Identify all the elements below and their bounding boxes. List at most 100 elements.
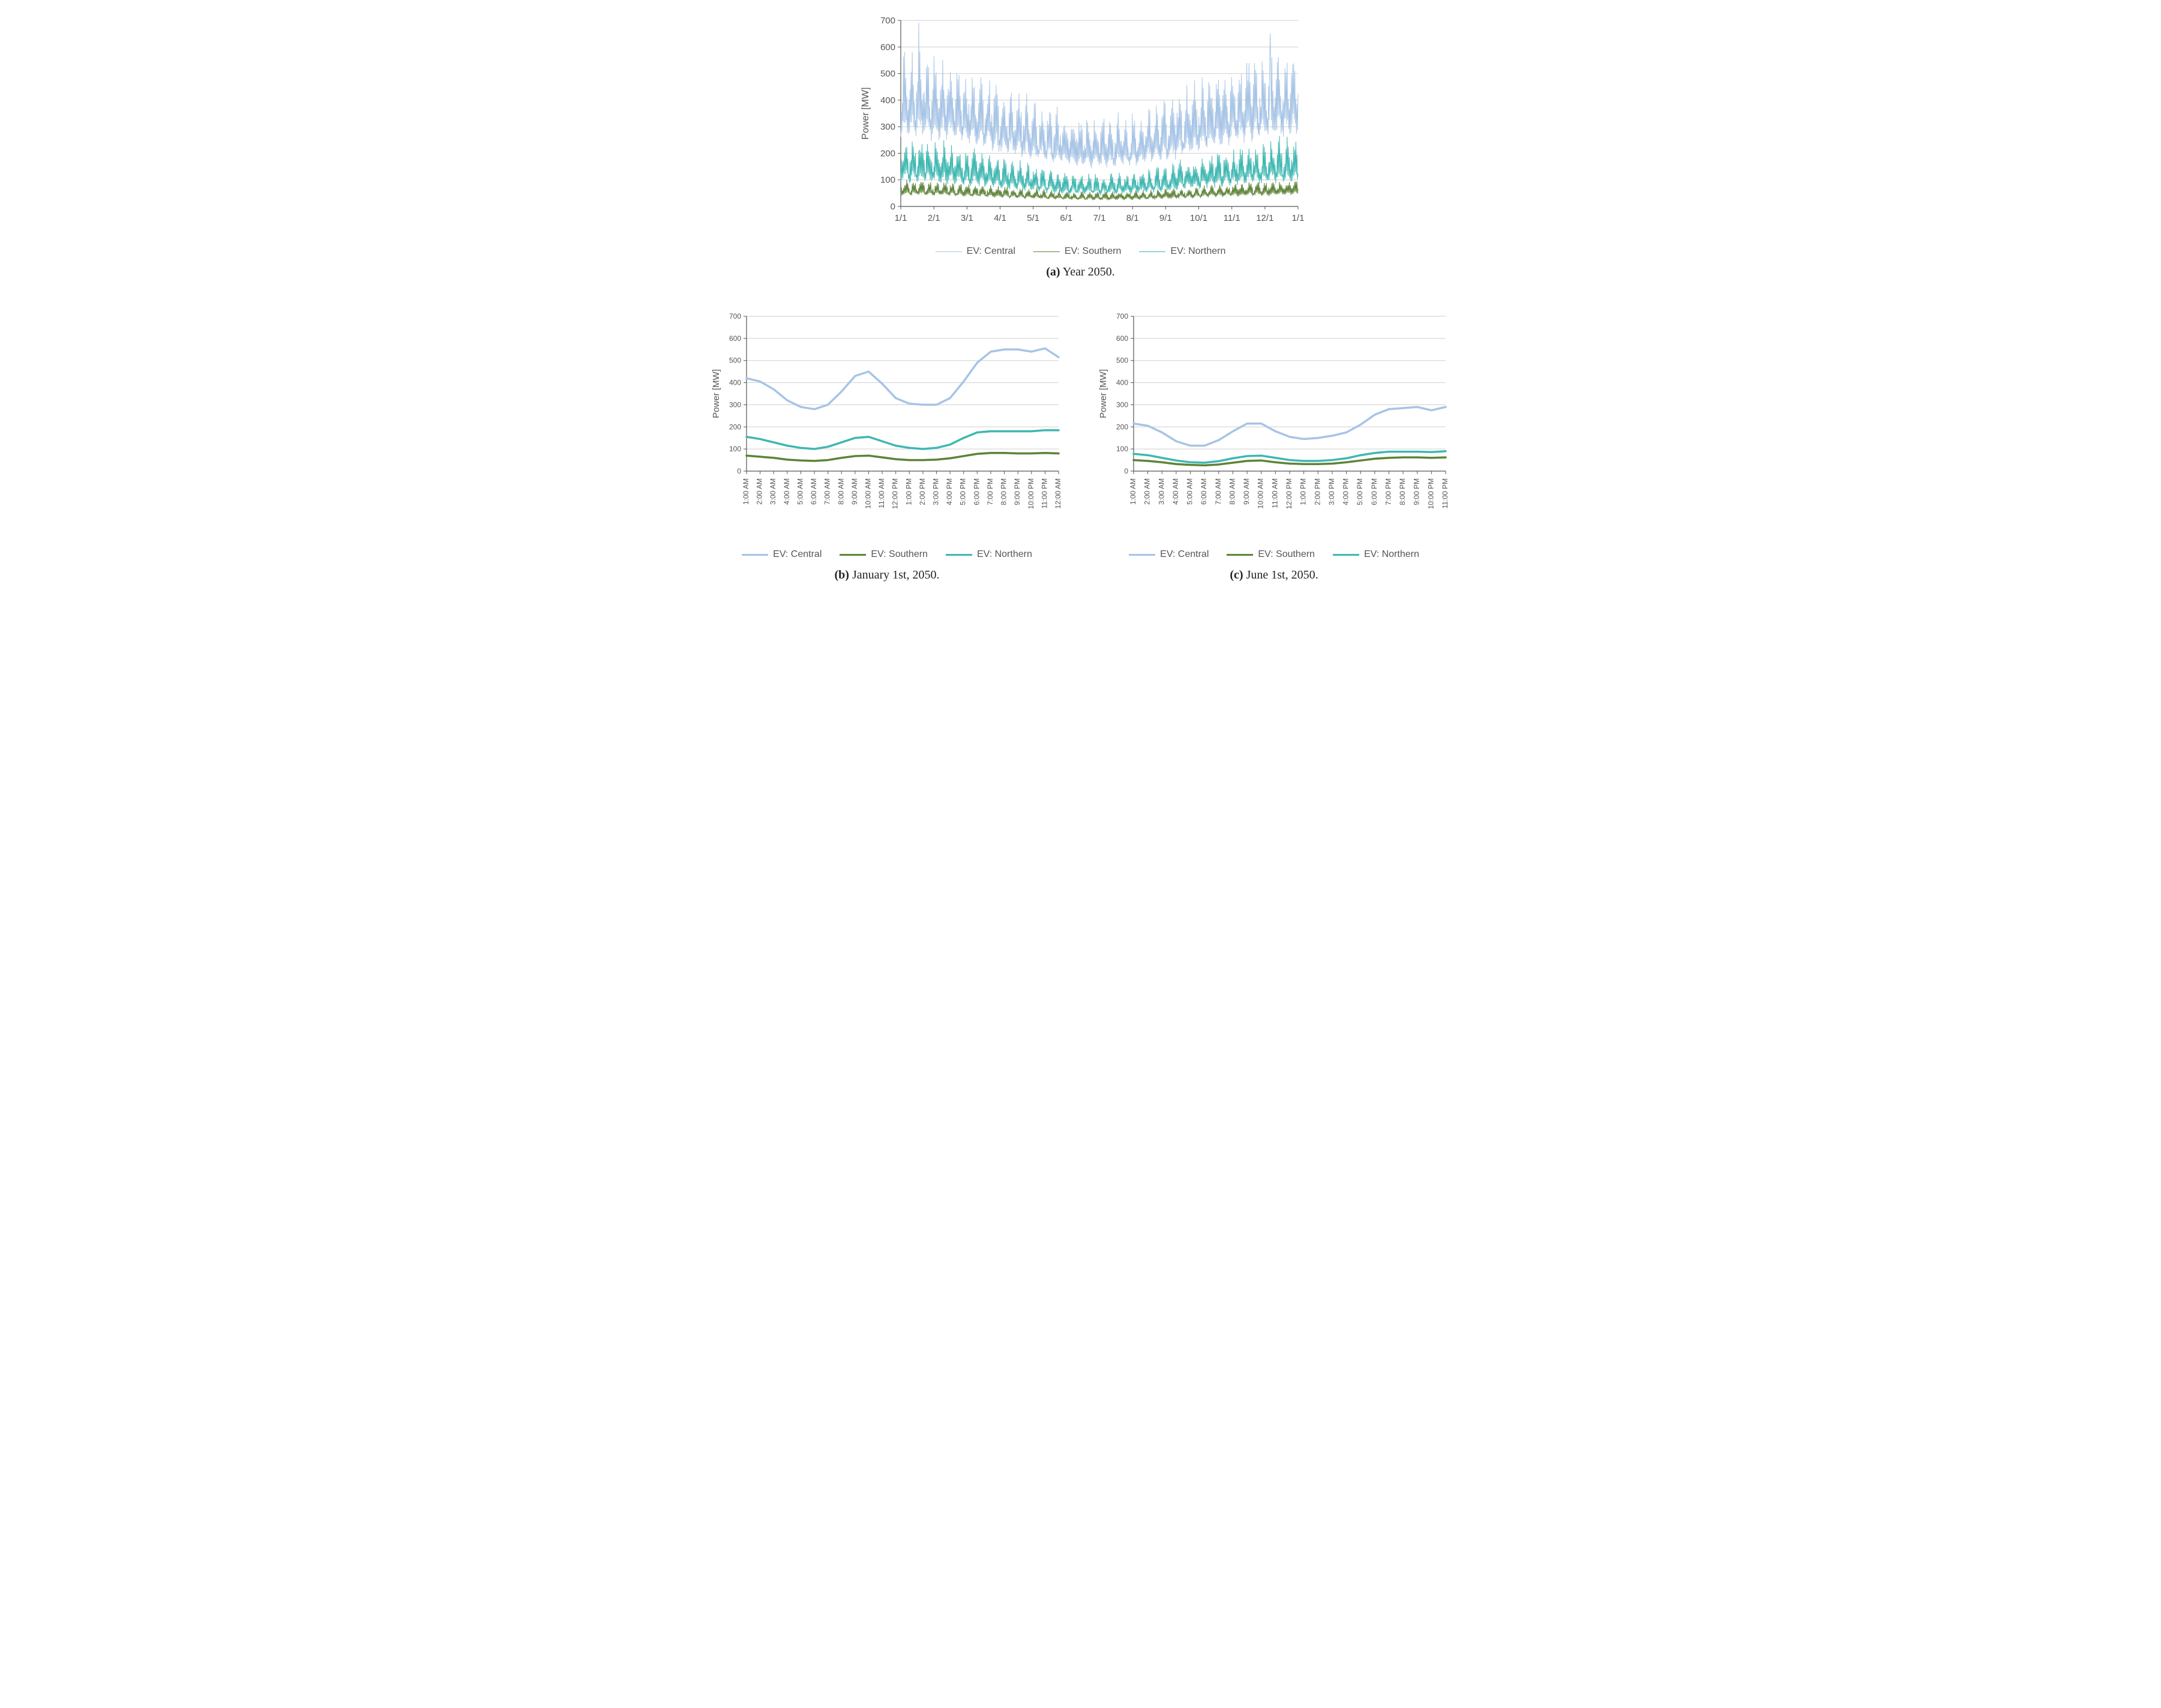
svg-text:1:00 AM: 1:00 AM (1129, 478, 1137, 505)
svg-text:600: 600 (880, 42, 895, 52)
legend-swatch-northern (1139, 251, 1165, 252)
row-bottom: 01002003004005006007001:00 AM2:00 AM3:00… (706, 309, 1456, 582)
svg-text:700: 700 (729, 312, 741, 320)
legend-item-northern: EV: Northern (1139, 246, 1225, 257)
caption-b: (b) January 1st, 2050. (706, 568, 1069, 582)
svg-text:6:00 PM: 6:00 PM (1370, 478, 1378, 505)
svg-text:12:00 PM: 12:00 PM (891, 478, 900, 509)
legend-swatch-central (936, 251, 962, 252)
legend-swatch-northern (1333, 554, 1359, 556)
svg-text:Power [MW]: Power [MW] (861, 87, 871, 139)
svg-text:1/1: 1/1 (1291, 213, 1304, 223)
svg-text:11:00 AM: 11:00 AM (1270, 478, 1279, 508)
caption-c-label: (c) (1230, 568, 1243, 582)
chart-c-panel: 01002003004005006007001:00 AM2:00 AM3:00… (1093, 309, 1456, 582)
svg-text:10:00 AM: 10:00 AM (1257, 478, 1265, 509)
svg-text:10:00 PM: 10:00 PM (1027, 478, 1035, 509)
svg-text:5/1: 5/1 (1027, 213, 1039, 223)
legend-item-southern: EV: Southern (1033, 246, 1122, 257)
legend-swatch-southern (840, 554, 866, 556)
svg-text:10:00 AM: 10:00 AM (864, 478, 872, 509)
svg-text:12:00 PM: 12:00 PM (1285, 478, 1293, 509)
legend-item-southern: EV: Southern (1227, 549, 1315, 560)
svg-text:7:00 AM: 7:00 AM (1214, 478, 1222, 505)
svg-text:200: 200 (880, 148, 895, 158)
legend-swatch-southern (1033, 251, 1060, 252)
legend-item-central: EV: Central (1129, 549, 1209, 560)
svg-text:12:00 AM: 12:00 AM (1054, 478, 1062, 509)
caption-c: (c) June 1st, 2050. (1093, 568, 1456, 582)
svg-text:1:00 AM: 1:00 AM (742, 478, 750, 505)
svg-text:8:00 AM: 8:00 AM (837, 478, 845, 505)
figure-wrap: 01002003004005006007001/12/13/14/15/16/1… (706, 12, 1456, 582)
svg-text:4:00 PM: 4:00 PM (945, 478, 954, 505)
caption-a-label: (a) (1046, 265, 1060, 278)
svg-text:9:00 PM: 9:00 PM (1013, 478, 1021, 505)
svg-text:5:00 PM: 5:00 PM (959, 478, 967, 505)
chart-b-legend: EV: Central EV: Southern EV: Northern (706, 549, 1069, 560)
svg-text:7/1: 7/1 (1093, 213, 1105, 223)
svg-text:100: 100 (880, 175, 895, 185)
legend-item-central: EV: Central (742, 549, 822, 560)
legend-label-southern: EV: Southern (871, 549, 928, 560)
svg-text:500: 500 (729, 356, 741, 365)
svg-text:500: 500 (880, 69, 895, 79)
svg-text:Power [MW]: Power [MW] (711, 369, 721, 418)
legend-item-northern: EV: Northern (1333, 549, 1419, 560)
svg-text:700: 700 (880, 16, 895, 26)
chart-a-svg: 01002003004005006007001/12/13/14/15/16/1… (853, 12, 1309, 234)
svg-text:600: 600 (1116, 334, 1128, 343)
legend-label-central: EV: Central (967, 246, 1015, 257)
svg-text:12/1: 12/1 (1256, 213, 1273, 223)
legend-swatch-southern (1227, 554, 1253, 556)
svg-text:8/1: 8/1 (1126, 213, 1138, 223)
svg-text:7:00 PM: 7:00 PM (1384, 478, 1392, 505)
svg-text:7:00 PM: 7:00 PM (986, 478, 994, 505)
svg-text:8:00 AM: 8:00 AM (1228, 478, 1236, 505)
svg-text:2:00 AM: 2:00 AM (1143, 478, 1152, 505)
svg-text:2/1: 2/1 (927, 213, 940, 223)
svg-text:100: 100 (1116, 445, 1128, 453)
legend-swatch-central (1129, 554, 1155, 556)
svg-text:300: 300 (880, 122, 895, 132)
svg-text:8:00 PM: 8:00 PM (1000, 478, 1008, 505)
svg-text:5:00 PM: 5:00 PM (1356, 478, 1364, 505)
svg-text:11:00 PM: 11:00 PM (1040, 478, 1048, 508)
svg-text:11:00 PM: 11:00 PM (1441, 478, 1449, 508)
svg-text:9:00 PM: 9:00 PM (1413, 478, 1421, 505)
caption-a-text: Year 2050. (1063, 265, 1115, 278)
svg-text:9/1: 9/1 (1159, 213, 1171, 223)
legend-item-northern: EV: Northern (946, 549, 1032, 560)
svg-text:1:00 PM: 1:00 PM (904, 478, 913, 505)
svg-text:Power [MW]: Power [MW] (1098, 369, 1108, 418)
svg-text:300: 300 (1116, 400, 1128, 409)
svg-text:5:00 AM: 5:00 AM (1186, 478, 1194, 505)
legend-swatch-central (742, 554, 768, 556)
chart-a-panel: 01002003004005006007001/12/13/14/15/16/1… (706, 12, 1456, 279)
svg-text:0: 0 (737, 467, 741, 475)
svg-text:400: 400 (729, 379, 741, 387)
svg-text:9:00 AM: 9:00 AM (1242, 478, 1251, 505)
caption-a: (a) Year 2050. (706, 265, 1456, 279)
svg-text:8:00 PM: 8:00 PM (1398, 478, 1407, 505)
svg-text:600: 600 (729, 334, 741, 343)
legend-label-southern: EV: Southern (1258, 549, 1315, 560)
legend-swatch-northern (946, 554, 972, 556)
legend-label-northern: EV: Northern (977, 549, 1032, 560)
svg-text:9:00 AM: 9:00 AM (850, 478, 859, 505)
svg-text:11/1: 11/1 (1223, 213, 1240, 223)
svg-text:4:00 PM: 4:00 PM (1342, 478, 1350, 505)
legend-label-central: EV: Central (773, 549, 822, 560)
legend-label-central: EV: Central (1160, 549, 1209, 560)
svg-text:4:00 AM: 4:00 AM (1171, 478, 1180, 505)
svg-text:100: 100 (729, 445, 741, 453)
chart-b-svg: 01002003004005006007001:00 AM2:00 AM3:00… (707, 309, 1067, 537)
svg-text:200: 200 (729, 422, 741, 431)
svg-text:0: 0 (890, 202, 895, 212)
caption-b-label: (b) (835, 568, 849, 582)
legend-item-central: EV: Central (936, 246, 1015, 257)
svg-text:2:00 AM: 2:00 AM (756, 478, 764, 505)
svg-text:1/1: 1/1 (894, 213, 907, 223)
svg-text:7:00 AM: 7:00 AM (823, 478, 832, 505)
chart-b-panel: 01002003004005006007001:00 AM2:00 AM3:00… (706, 309, 1069, 582)
